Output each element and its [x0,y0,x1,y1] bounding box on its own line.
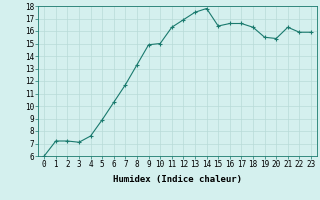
X-axis label: Humidex (Indice chaleur): Humidex (Indice chaleur) [113,175,242,184]
